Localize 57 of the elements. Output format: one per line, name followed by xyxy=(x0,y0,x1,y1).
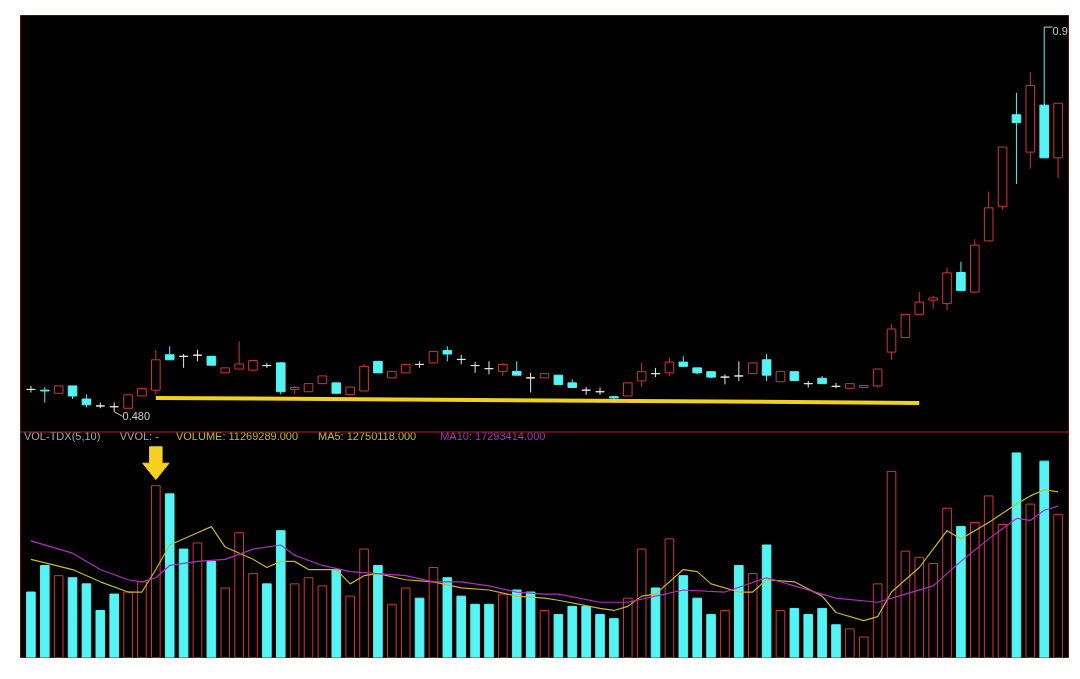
bar xyxy=(706,614,716,658)
candlestick xyxy=(900,313,911,338)
text: VOL-TDX(5,10) xyxy=(23,429,101,442)
bar xyxy=(81,583,92,658)
bar xyxy=(262,583,272,658)
bar xyxy=(581,605,591,658)
bar xyxy=(1011,452,1022,658)
candlestick xyxy=(761,353,772,382)
bar xyxy=(39,564,50,658)
bar xyxy=(511,589,522,658)
bar xyxy=(275,530,286,658)
bar xyxy=(831,624,841,658)
bar xyxy=(331,569,342,658)
bar xyxy=(95,609,106,658)
candlestick xyxy=(886,323,897,361)
bar xyxy=(178,548,189,658)
candlestick xyxy=(664,357,675,377)
candlestick xyxy=(720,373,730,385)
candlestick xyxy=(234,340,244,370)
bar xyxy=(692,597,702,658)
candlestick xyxy=(525,372,536,393)
bar xyxy=(206,560,217,658)
bar xyxy=(650,587,661,658)
bar xyxy=(609,618,619,658)
bar xyxy=(678,575,689,658)
candlestick xyxy=(1011,92,1022,185)
annotation: 0.480 xyxy=(122,409,151,422)
candlestick xyxy=(636,362,647,388)
candlestick xyxy=(914,291,925,315)
text: VOLUME: 11269289.000 xyxy=(175,429,299,442)
bar xyxy=(525,591,536,658)
bar xyxy=(442,577,453,658)
bar xyxy=(470,603,480,658)
bar xyxy=(67,577,78,658)
bar xyxy=(956,526,966,658)
bar xyxy=(734,564,744,658)
bar xyxy=(414,597,425,658)
bar xyxy=(789,607,800,658)
bar xyxy=(817,607,827,658)
bar xyxy=(803,614,814,658)
bar xyxy=(567,605,578,658)
bar xyxy=(26,591,36,658)
bar xyxy=(373,564,383,658)
text: VVOL: - xyxy=(119,429,160,442)
bar xyxy=(456,595,467,658)
text: MA10: 17293414.000 xyxy=(440,429,546,442)
bar xyxy=(595,614,605,658)
candlestick xyxy=(734,360,744,382)
text: MA5: 12750118.000 xyxy=(317,429,417,442)
annotation: 0.9 xyxy=(1052,25,1068,38)
bar xyxy=(553,614,564,658)
bar xyxy=(164,493,175,658)
bar xyxy=(109,593,119,658)
bar xyxy=(484,603,494,658)
bar xyxy=(761,544,772,658)
bar xyxy=(1039,460,1050,658)
candlestick xyxy=(956,261,966,292)
